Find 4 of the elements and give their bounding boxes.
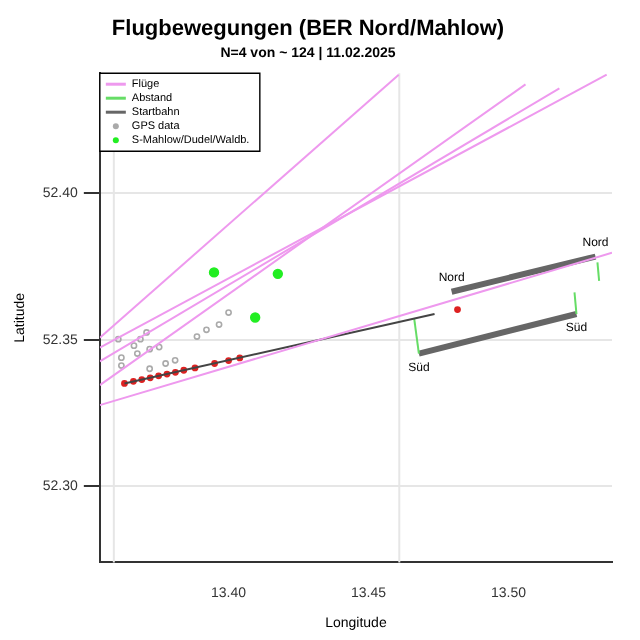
point <box>272 268 284 280</box>
chart-title: Flugbewegungen (BER Nord/Mahlow) <box>111 17 505 42</box>
point <box>249 312 261 323</box>
point <box>208 267 220 278</box>
